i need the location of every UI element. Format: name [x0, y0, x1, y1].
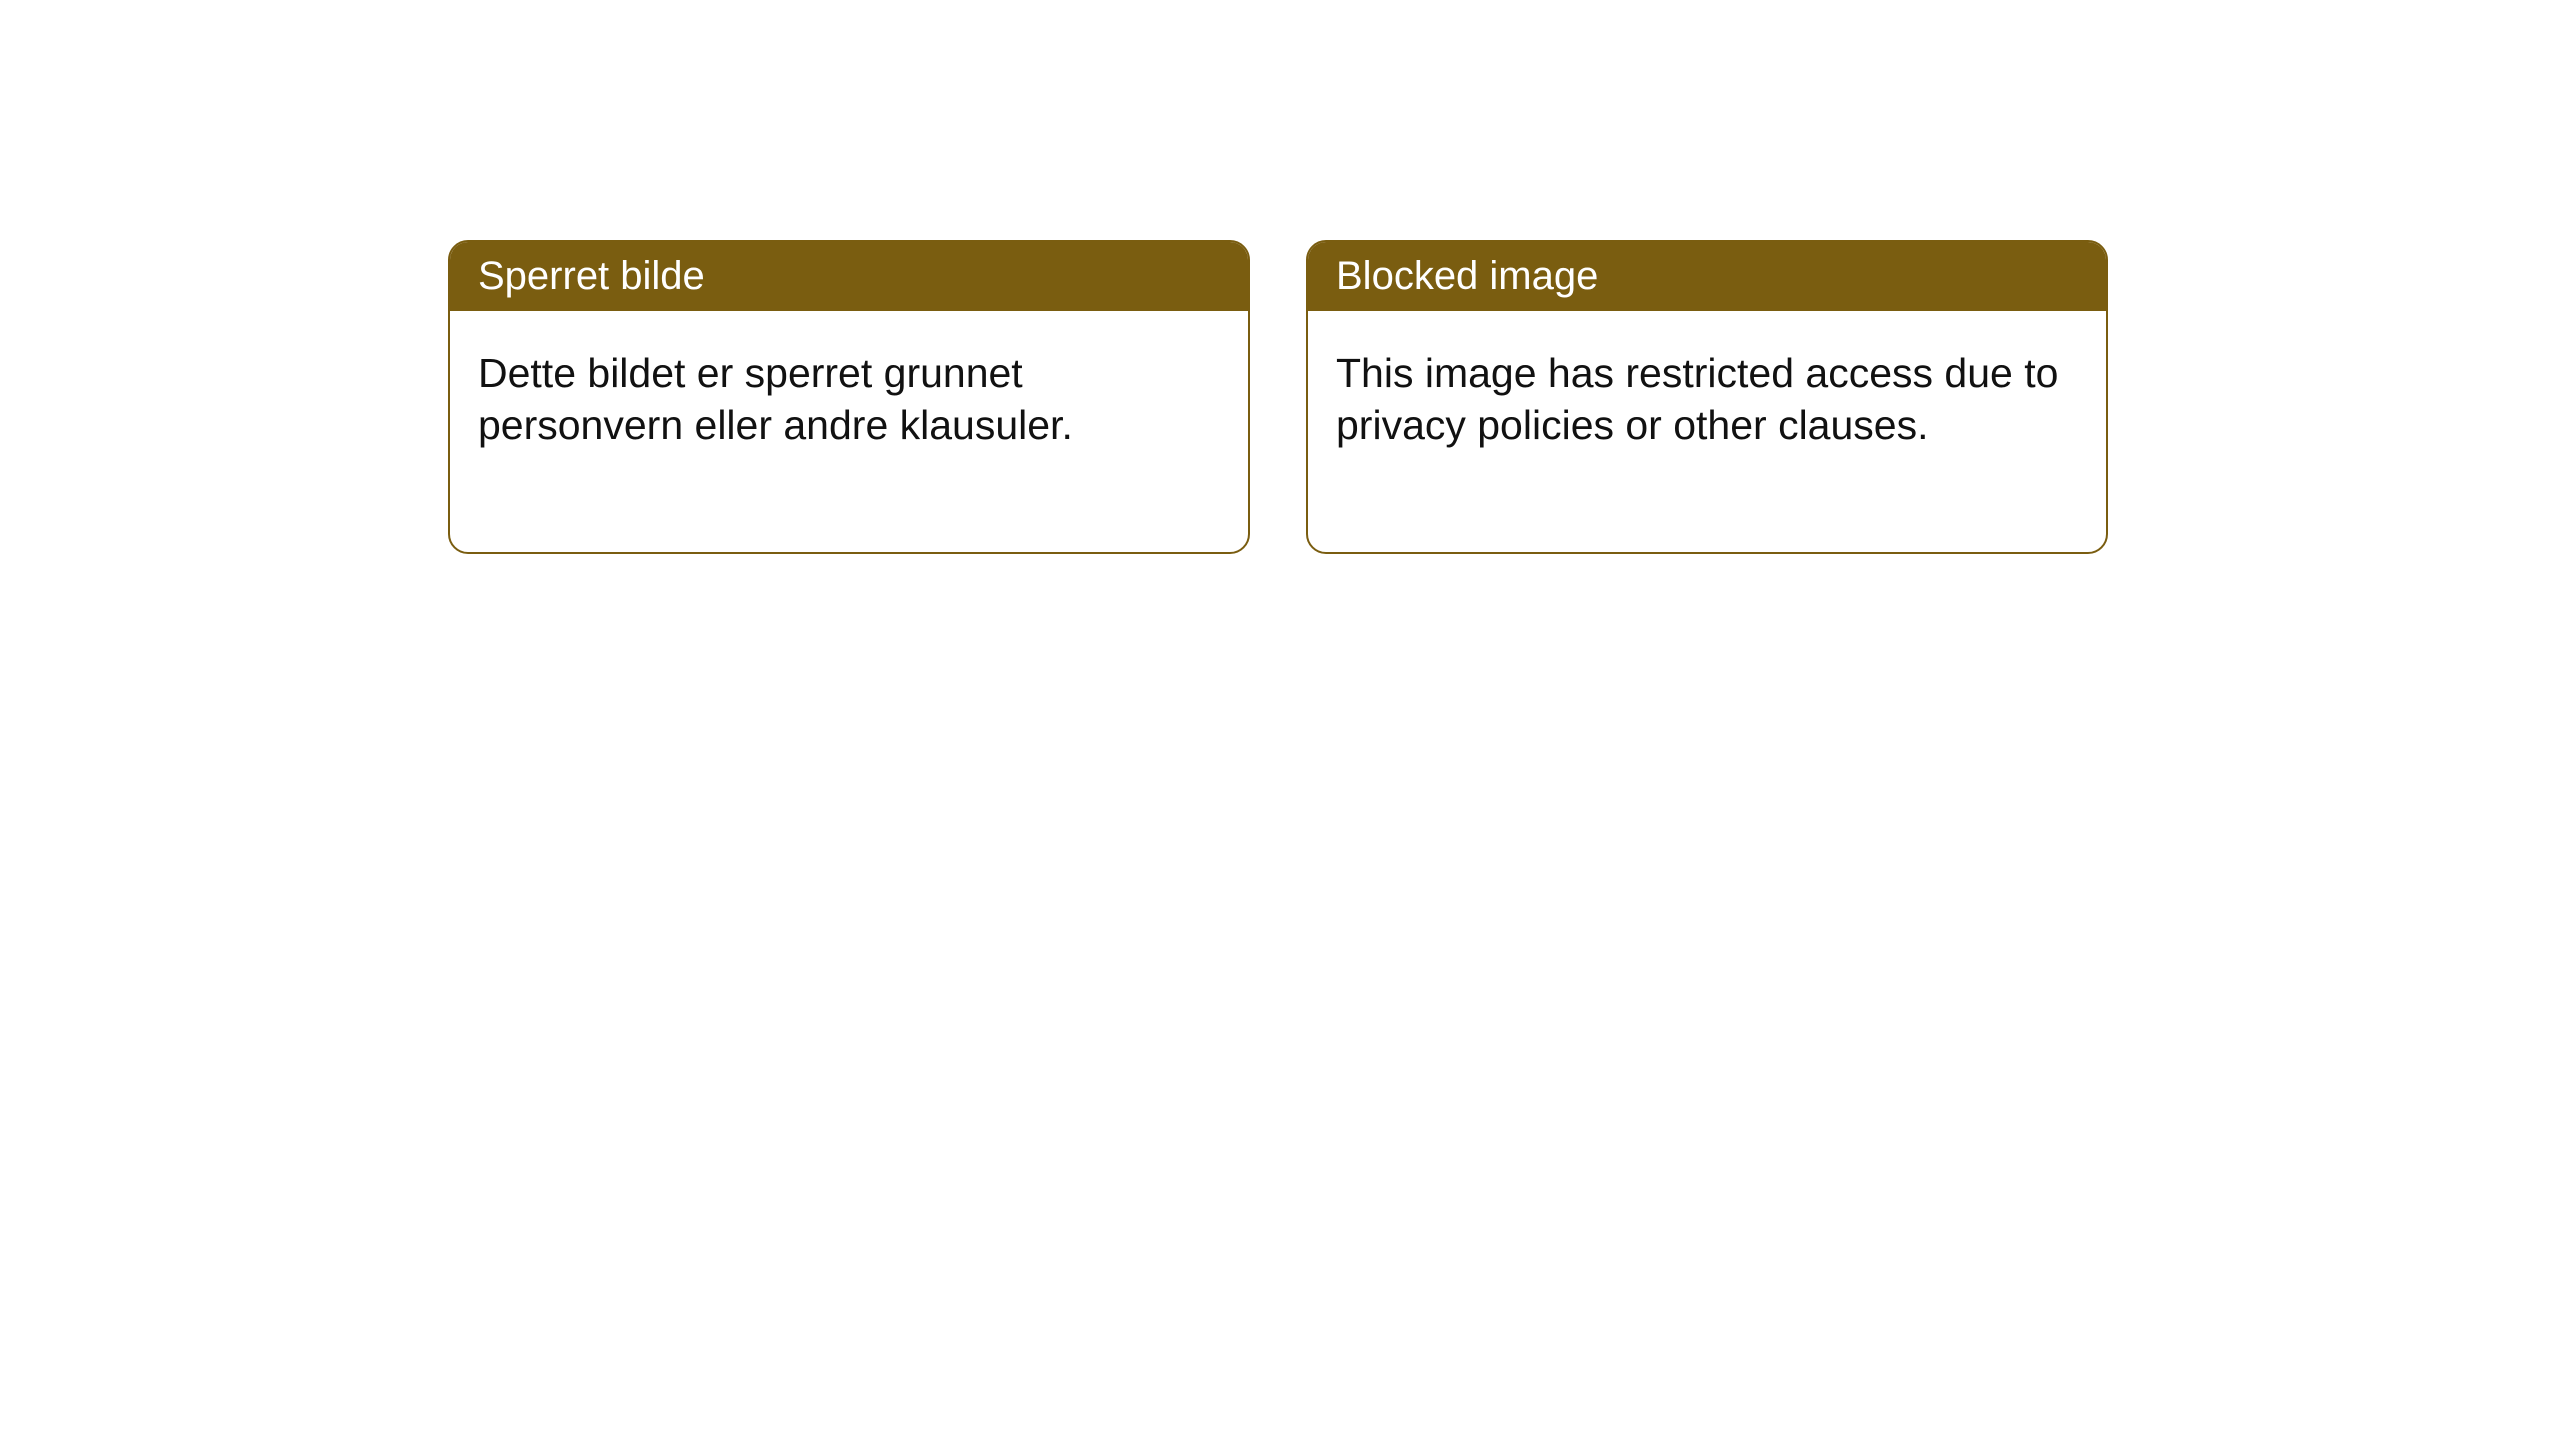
notice-card-body: Dette bildet er sperret grunnet personve…	[450, 311, 1248, 552]
notice-card-norwegian: Sperret bilde Dette bildet er sperret gr…	[448, 240, 1250, 554]
notice-card-title: Sperret bilde	[478, 254, 705, 298]
notice-card-title: Blocked image	[1336, 254, 1598, 298]
notice-card-body-text: Dette bildet er sperret grunnet personve…	[478, 350, 1073, 448]
notice-card-header: Sperret bilde	[450, 242, 1248, 311]
notice-card-header: Blocked image	[1308, 242, 2106, 311]
notice-card-english: Blocked image This image has restricted …	[1306, 240, 2108, 554]
notice-cards-container: Sperret bilde Dette bildet er sperret gr…	[448, 240, 2108, 554]
notice-card-body-text: This image has restricted access due to …	[1336, 350, 2058, 448]
notice-card-body: This image has restricted access due to …	[1308, 311, 2106, 552]
